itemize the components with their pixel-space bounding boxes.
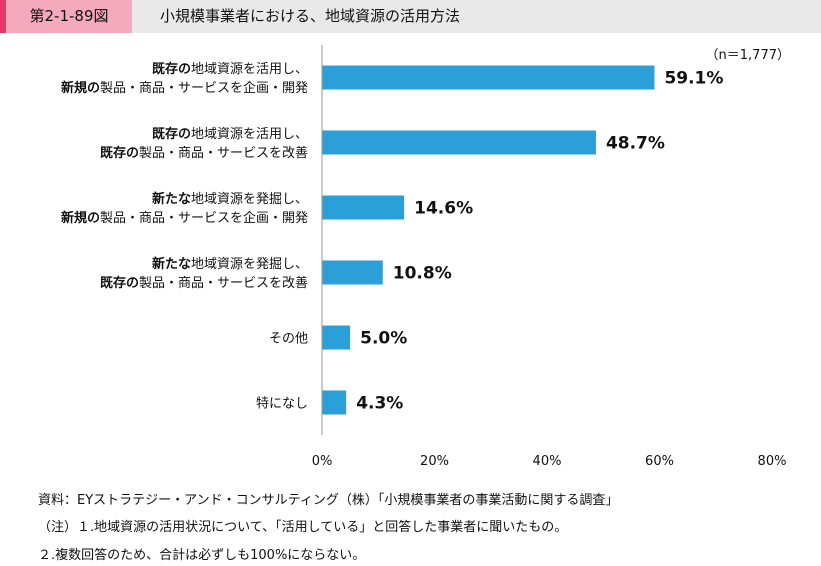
figure-header: 第2-1-89図 小規模事業者における、地域資源の活用方法: [0, 0, 821, 33]
category-label-3: 新たな地域資源を発掘し、新規の製品・商品・サービスを企画・開発: [61, 191, 308, 226]
source-note: 資料：EYストラテジー・アンド・コンサルティング（株）「小規模事業者の事業活動に…: [38, 493, 619, 508]
category-label-4: 新たな地域資源を発掘し、既存の製品・商品・サービスを改善: [100, 256, 308, 291]
x-tick-label-20: 20%: [420, 454, 449, 469]
bar-4: [322, 260, 383, 285]
value-label-3: 14.6%: [414, 199, 473, 219]
value-label-4: 10.8%: [393, 264, 452, 284]
x-tick-label-0: 0%: [312, 454, 333, 469]
bar-6: [322, 390, 347, 415]
value-label-5: 5.0%: [360, 329, 407, 349]
x-tick-label-40: 40%: [533, 454, 562, 469]
bar-3: [322, 195, 405, 220]
bar-chart: （n＝1,777） 59.1% 既存の地域資源を活用し、新規の製品・商品・サービス…: [61, 45, 790, 469]
x-tick-label-60: 60%: [645, 454, 674, 469]
sample-size-note: （n＝1,777）: [706, 48, 790, 63]
x-tick-label-80: 80%: [758, 454, 787, 469]
category-label-2: 既存の地域資源を活用し、既存の製品・商品・サービスを改善: [100, 126, 308, 161]
figure-title: 小規模事業者における、地域資源の活用方法: [160, 7, 461, 25]
value-label-6: 4.3%: [356, 394, 403, 414]
footnote-1: （注）１.地域資源の活用状況について、「活用している」と回答した事業者に聞いたも…: [38, 520, 568, 535]
category-label-5: その他: [269, 332, 308, 347]
category-label-6: 特になし: [256, 397, 308, 412]
value-label-1: 59.1%: [664, 69, 723, 89]
figure-number: 第2-1-89図: [0, 0, 132, 33]
bar-2: [322, 130, 596, 155]
category-label-1: 既存の地域資源を活用し、新規の製品・商品・サービスを企画・開発: [61, 61, 308, 96]
footnote-2: ２.複数回答のため、合計は必ずしも100%にならない。: [38, 548, 366, 563]
bar-5: [322, 325, 351, 350]
value-label-2: 48.7%: [606, 134, 665, 154]
bar-1: [322, 65, 655, 90]
